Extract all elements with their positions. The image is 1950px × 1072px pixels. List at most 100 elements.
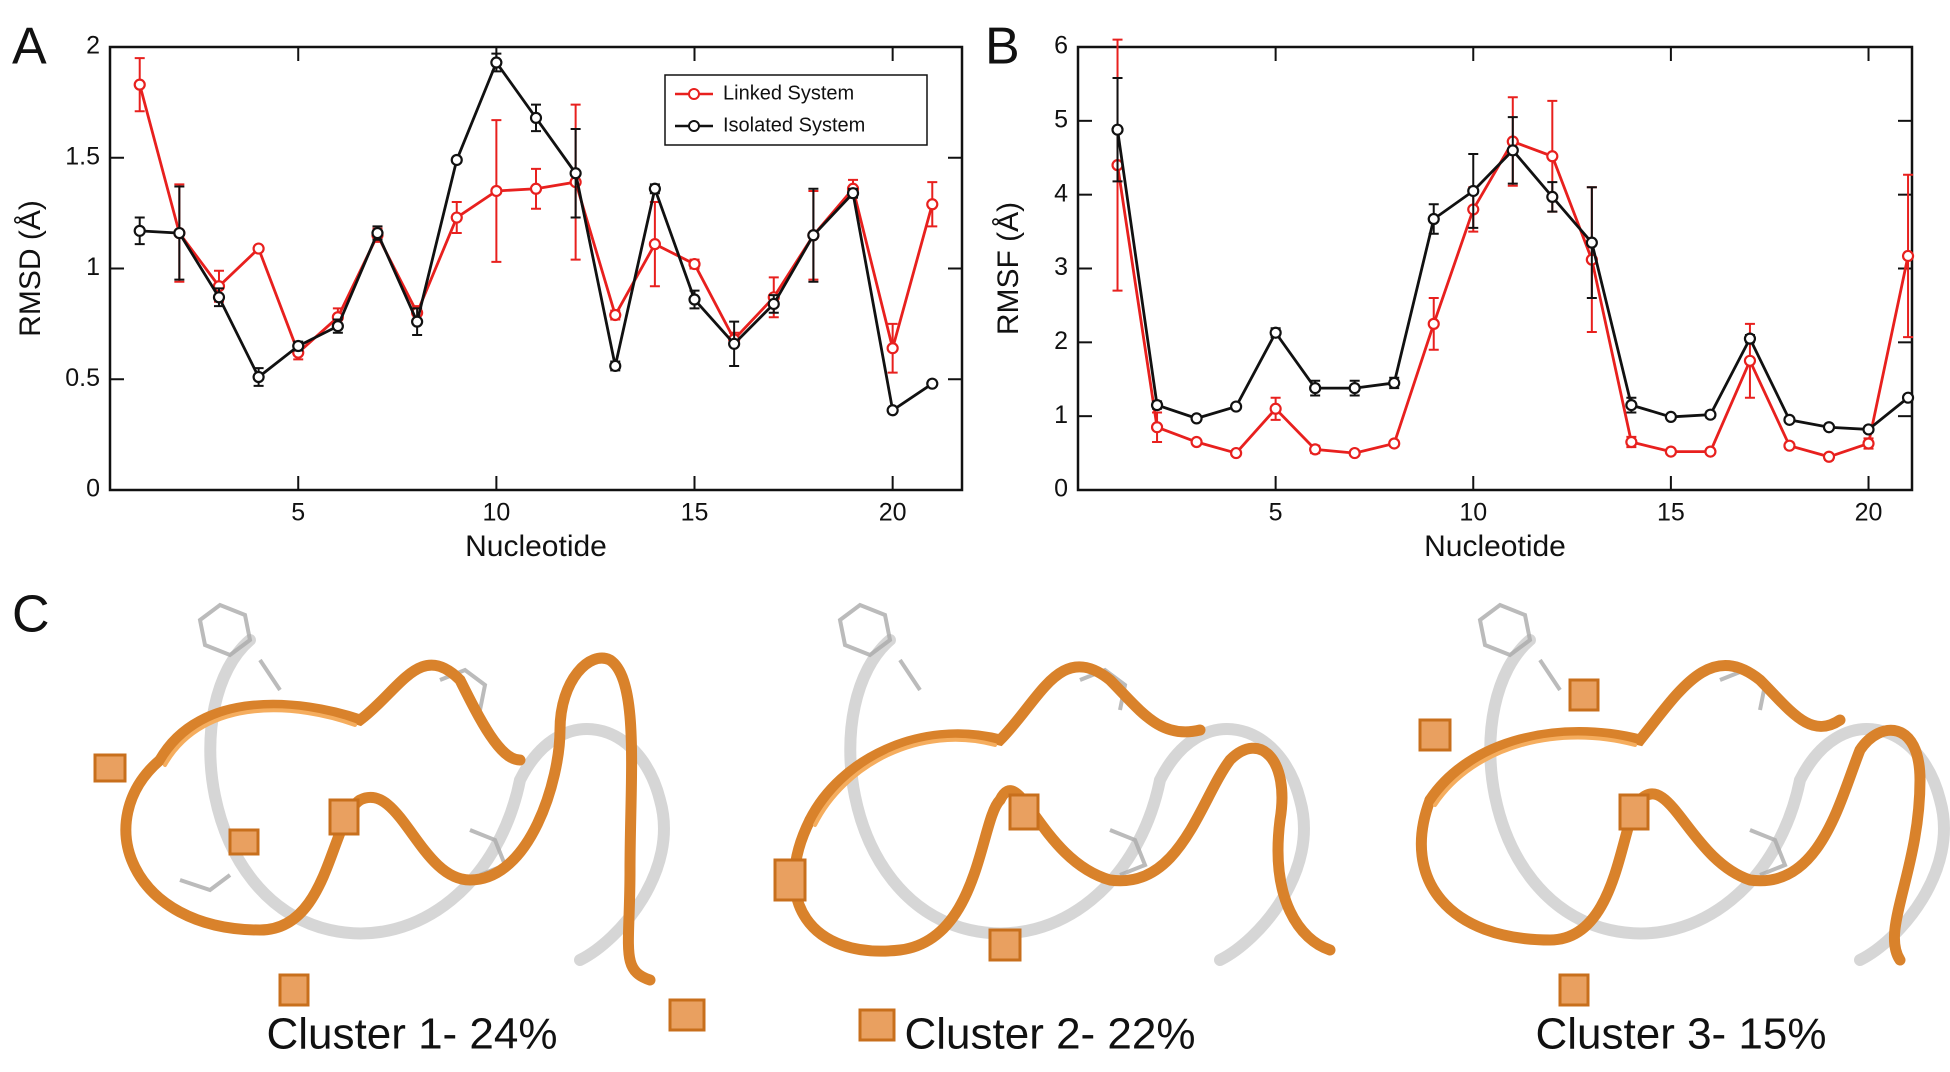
caption: Cluster 1- 24% <box>266 1010 557 1059</box>
data-point <box>1585 236 1598 249</box>
data-point <box>1743 354 1757 367</box>
data-point <box>1150 421 1164 434</box>
panel-label: B <box>985 18 1020 76</box>
data-point <box>807 229 820 242</box>
data-point <box>133 224 146 237</box>
data-point <box>1230 446 1243 460</box>
x-axis-title: Nucleotide <box>465 530 607 563</box>
data-point <box>886 404 899 417</box>
panel-label: C <box>12 586 50 644</box>
legend-marker <box>688 88 700 100</box>
y-tick-label: 1.5 <box>65 142 100 170</box>
data-point <box>331 319 344 333</box>
data-point <box>1862 437 1875 450</box>
y-axis-title: RMSF (Å) <box>992 202 1025 335</box>
data-point <box>371 226 384 240</box>
y-axis-title: RMSD (Å) <box>14 200 47 337</box>
data-point <box>1625 435 1638 449</box>
data-point <box>1625 398 1638 412</box>
data-point <box>1388 376 1401 390</box>
data-point <box>1150 398 1164 412</box>
x-tick-label: 15 <box>1657 499 1685 527</box>
x-tick-label: 20 <box>879 499 907 527</box>
data-point <box>1546 150 1559 163</box>
legend-label: Linked System <box>723 82 854 104</box>
data-point <box>728 337 741 350</box>
legend-marker <box>688 120 700 132</box>
data-point <box>648 238 661 251</box>
data-point <box>411 315 424 328</box>
data-point <box>1269 402 1282 415</box>
data-point <box>609 308 622 322</box>
data-point <box>1269 326 1282 339</box>
data-point <box>1664 445 1677 458</box>
data-point <box>1506 144 1519 157</box>
y-tick-label: 4 <box>1054 179 1068 207</box>
y-tick-label: 0.5 <box>65 364 100 392</box>
x-tick-label: 15 <box>681 499 709 527</box>
data-point <box>1230 400 1243 413</box>
data-point <box>252 242 265 255</box>
data-point <box>1190 435 1203 449</box>
data-point <box>1348 446 1361 460</box>
data-point <box>688 293 701 306</box>
data-point <box>1862 423 1875 436</box>
x-tick-label: 5 <box>1269 499 1283 527</box>
x-tick-label: 5 <box>291 499 305 527</box>
structure-renders <box>93 602 1950 1042</box>
data-point <box>1901 391 1915 404</box>
data-point <box>450 211 463 224</box>
data-point <box>609 359 622 373</box>
data-point <box>529 111 543 124</box>
y-tick-label: 5 <box>1054 105 1068 133</box>
legend-box <box>664 74 928 146</box>
data-point <box>569 167 582 180</box>
data-point <box>450 153 463 167</box>
data-point <box>1427 212 1440 226</box>
data-point <box>1388 437 1401 450</box>
x-tick-label: 20 <box>1855 499 1883 527</box>
x-tick-label: 10 <box>1459 499 1487 527</box>
x-tick-label: 10 <box>482 499 510 527</box>
data-point <box>648 182 661 195</box>
data-point <box>886 342 899 355</box>
data-point <box>926 377 939 390</box>
y-tick-label: 3 <box>1054 253 1068 281</box>
y-tick-label: 2 <box>1054 327 1068 355</box>
data-point <box>1783 413 1796 426</box>
data-point <box>1822 421 1836 434</box>
data-point <box>1664 410 1677 424</box>
data-point <box>1783 439 1796 452</box>
data-point <box>1309 382 1322 395</box>
data-point <box>846 187 860 200</box>
data-point <box>1309 443 1322 456</box>
y-tick-label: 6 <box>1054 32 1068 60</box>
y-tick-label: 1 <box>1054 401 1068 429</box>
caption: Cluster 3- 15% <box>1535 1010 1826 1059</box>
data-point <box>490 184 503 198</box>
data-point <box>1467 184 1480 198</box>
data-point <box>133 78 146 91</box>
data-point <box>212 291 226 304</box>
legend-label: Isolated System <box>723 114 865 136</box>
data-point <box>1704 445 1717 458</box>
data-point <box>173 226 186 240</box>
data-point <box>1822 450 1836 463</box>
y-tick-label: 2 <box>86 32 100 60</box>
data-point <box>1546 190 1559 203</box>
data-point <box>529 182 543 195</box>
data-point <box>926 198 939 211</box>
y-tick-label: 1 <box>86 253 100 281</box>
data-point <box>767 297 780 311</box>
y-tick-label: 0 <box>86 475 100 503</box>
data-point <box>1348 382 1361 395</box>
caption: Cluster 2- 22% <box>904 1010 1195 1059</box>
data-point <box>1704 408 1717 421</box>
data-point <box>1427 317 1440 330</box>
data-point <box>292 339 305 353</box>
data-point <box>1190 412 1203 425</box>
data-point <box>490 56 503 69</box>
data-point <box>688 257 701 271</box>
y-tick-label: 0 <box>1054 475 1068 503</box>
